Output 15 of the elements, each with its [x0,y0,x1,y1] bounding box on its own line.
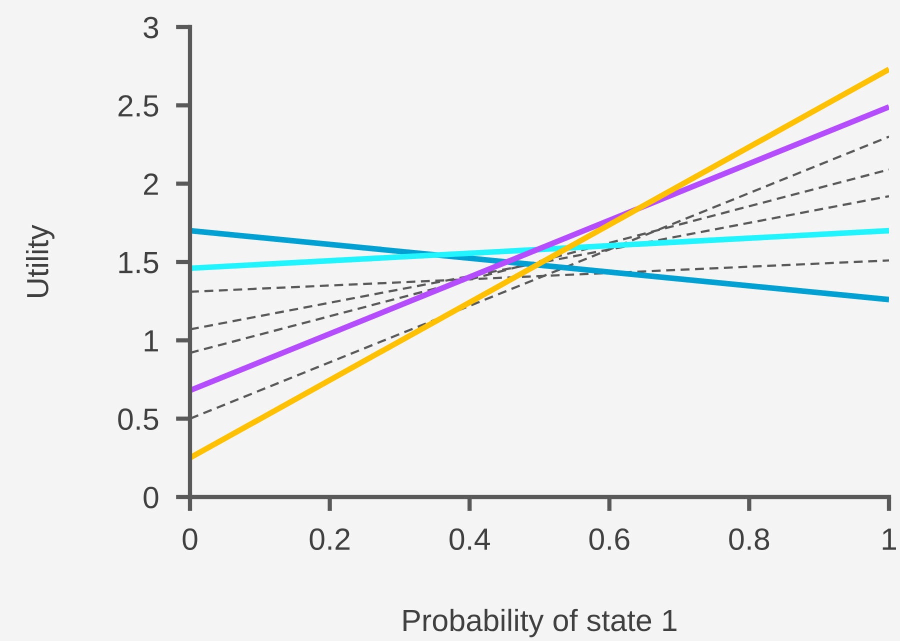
y-axis-title: Utility [26,224,54,297]
y-tick-label: 1.5 [119,252,158,274]
x-tick-label: 0.4 [450,528,490,550]
y-tick-label: 2.5 [118,95,158,117]
x-tick-label: 0.8 [729,528,770,550]
y-tick-label: 2 [144,173,158,195]
y-tick-label: 0.5 [118,408,158,430]
x-axis-title: Probability of state 1 [404,608,676,638]
y-tick-label: 3 [144,16,158,38]
x-tick-label: 0.6 [589,528,630,550]
y-tick-label: 1 [144,330,158,352]
x-tick-label: 1 [882,528,896,550]
x-tick-label: 0 [182,528,198,550]
y-tick-label: 0 [144,486,158,508]
x-tick-label: 0.2 [310,528,350,550]
